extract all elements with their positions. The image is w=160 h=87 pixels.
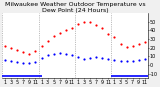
Point <box>28 53 31 54</box>
Point <box>144 42 146 43</box>
Point <box>59 32 61 33</box>
Point <box>4 45 6 46</box>
Point <box>113 59 116 60</box>
Point <box>46 40 49 41</box>
Point <box>10 48 12 49</box>
Point <box>119 43 122 45</box>
Point <box>34 62 37 63</box>
Point <box>34 50 37 52</box>
Point <box>107 33 110 34</box>
Point <box>40 45 43 46</box>
Point <box>28 62 31 64</box>
Point <box>4 59 6 60</box>
Point <box>71 55 73 56</box>
Point <box>71 27 73 28</box>
Point <box>65 29 67 31</box>
Point <box>107 58 110 60</box>
Point <box>101 28 104 29</box>
Point <box>113 36 116 38</box>
Point <box>16 62 19 63</box>
Point <box>95 24 97 26</box>
Point <box>52 36 55 37</box>
Point <box>65 53 67 54</box>
Point <box>77 56 79 58</box>
Point <box>101 57 104 59</box>
Point <box>77 23 79 25</box>
Point <box>125 61 128 62</box>
Point <box>83 58 85 60</box>
Point <box>59 52 61 53</box>
Point <box>89 57 91 59</box>
Point <box>83 21 85 22</box>
Point <box>22 62 25 64</box>
Point <box>95 56 97 58</box>
Point <box>131 45 134 46</box>
Point <box>137 43 140 45</box>
Point <box>89 22 91 23</box>
Point <box>52 53 55 54</box>
Point <box>131 60 134 61</box>
Point <box>137 59 140 60</box>
Point <box>10 60 12 61</box>
Point <box>16 49 19 51</box>
Point <box>40 57 43 59</box>
Title: Milwaukee Weather Outdoor Temperature vs Dew Point (24 Hours): Milwaukee Weather Outdoor Temperature vs… <box>5 2 145 13</box>
Point <box>144 58 146 60</box>
Point <box>125 46 128 47</box>
Point <box>46 55 49 56</box>
Point <box>119 60 122 61</box>
Point <box>22 51 25 53</box>
